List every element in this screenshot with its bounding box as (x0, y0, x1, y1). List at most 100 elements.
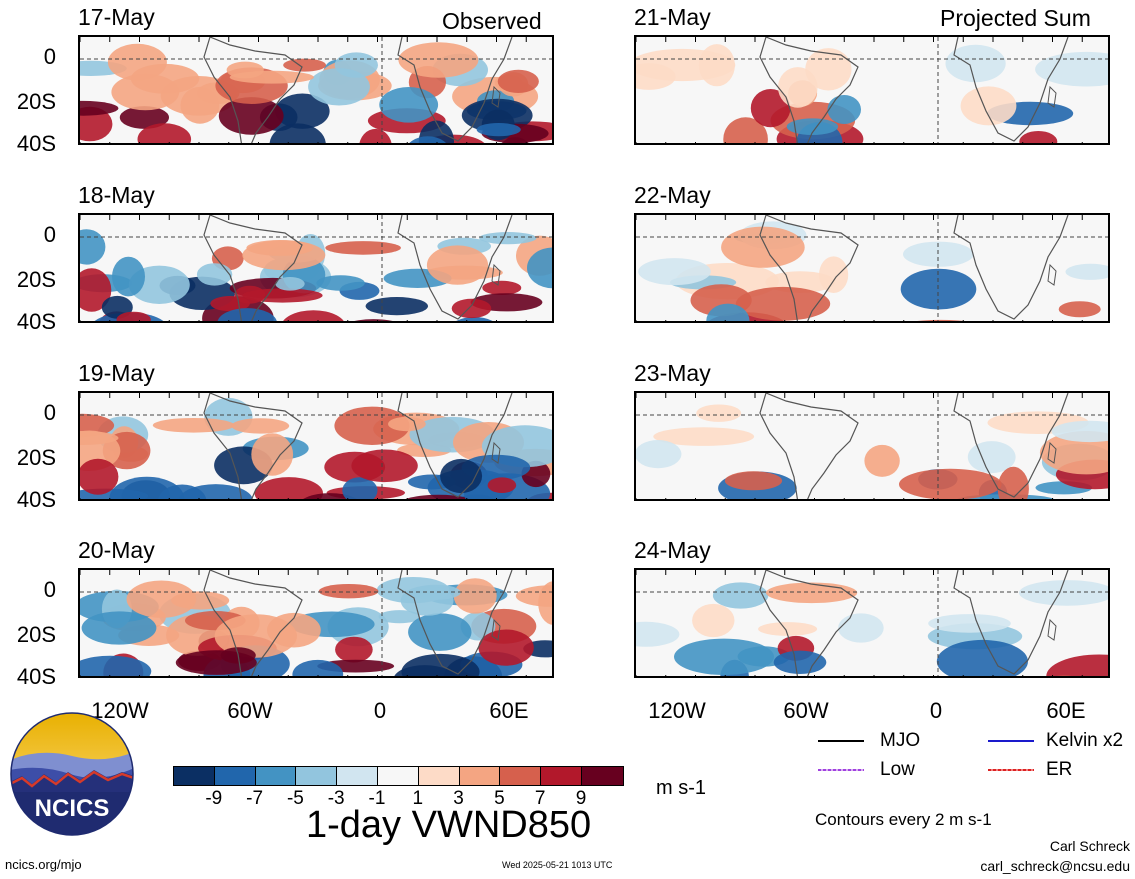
wind-anomaly-blob (251, 433, 294, 476)
madagascar-coastline (491, 618, 501, 641)
colorbar-swatch-10 (581, 767, 623, 785)
y-tick-0-row-3: 0 (43, 400, 56, 425)
wind-anomaly-blob (116, 311, 151, 321)
wind-anomaly-blob (1065, 263, 1108, 280)
wind-anomaly-blob (275, 277, 305, 291)
africa-coastline (953, 570, 1069, 675)
wind-anomaly-blob (864, 444, 900, 477)
wind-anomaly-blob (218, 97, 284, 135)
wind-anomaly-blob (111, 73, 180, 111)
wind-anomaly-blob (80, 458, 119, 495)
south-america-coastline (765, 570, 859, 676)
colorbar-swatch-5 (377, 767, 419, 785)
x-tick-0-left: 0 (373, 698, 387, 723)
wind-anomaly-blob (827, 95, 861, 124)
map-observed-3 (78, 391, 554, 501)
colorbar-tick-label: -3 (327, 788, 345, 809)
panel-date-observed-3: 19-May (78, 360, 155, 386)
wind-anomaly-blob (538, 581, 552, 625)
map-observed-2 (78, 213, 554, 323)
wind-anomaly-blob (80, 431, 119, 445)
y-tick-2-row-3: 40S (16, 487, 56, 512)
south-america-west-coastline (203, 37, 242, 143)
observed-title: Observed (442, 8, 542, 34)
colorbar-swatch-3 (296, 767, 338, 785)
wind-anomaly-blob (80, 268, 112, 312)
y-tick-2-row-4: 40S (16, 664, 56, 689)
africa-coastline (397, 393, 513, 498)
y-tick-2-row-1: 40S (16, 131, 56, 156)
colorbar-swatch-1 (214, 767, 256, 785)
map-projected-2 (634, 213, 1110, 323)
wind-anomaly-blob (81, 611, 157, 645)
wind-anomaly-blob (1046, 654, 1108, 676)
south-america-coastline (209, 570, 303, 676)
wind-anomaly-blob (335, 636, 373, 663)
wind-anomaly-blob (1019, 131, 1058, 143)
madagascar-coastline (1047, 441, 1057, 464)
wind-anomaly-blob (698, 44, 735, 87)
wind-anomaly-blob (636, 621, 680, 647)
africa-coastline (953, 37, 1069, 142)
south-america-coastline (765, 393, 859, 499)
panel-date-observed-4: 20-May (78, 537, 155, 563)
wind-anomaly-blob (479, 232, 537, 245)
colorbar (173, 766, 624, 786)
panel-date-projected-2: 22-May (634, 182, 711, 208)
wind-anomaly-blob (196, 263, 233, 286)
colorbar-tick-label: -7 (246, 788, 264, 809)
wind-anomaly-blob (1019, 580, 1108, 606)
wind-anomaly-blob (269, 123, 326, 143)
y-tick-0-row-1: 0 (43, 44, 56, 69)
south-america-coastline (209, 215, 303, 321)
wind-anomaly-blob (758, 622, 818, 636)
map-projected-4 (634, 568, 1110, 678)
wind-anomaly-blob (773, 650, 827, 674)
south-america-west-coastline (759, 393, 798, 499)
south-america-west-coastline (759, 570, 798, 676)
panel-date-projected-3: 23-May (634, 360, 711, 386)
wind-anomaly-blob (903, 241, 974, 267)
x-tick-120w-right: 120W (648, 698, 706, 723)
wind-anomaly-blob (967, 441, 1016, 474)
wind-anomaly-blob (1056, 675, 1072, 676)
colorbar-tick-label: 7 (534, 788, 546, 809)
panel-date-projected-4: 24-May (634, 537, 711, 563)
africa-coastline (397, 37, 513, 142)
wind-anomaly-blob (246, 240, 314, 256)
madagascar-coastline (1047, 618, 1057, 641)
wind-anomaly-blob (527, 247, 552, 289)
south-america-west-coastline (203, 570, 242, 676)
wind-anomaly-blob (231, 418, 290, 434)
contours-note: Contours every 2 m s-1 (815, 810, 992, 829)
author-name: Carl Schreck (1049, 838, 1130, 854)
x-tick-60e-right: 60E (1046, 698, 1086, 723)
colorbar-tick-label: 5 (494, 788, 505, 809)
wind-anomaly-blob (636, 440, 682, 469)
wind-anomaly-blob (152, 418, 235, 433)
site-url: ncics.org/mjo (5, 857, 82, 872)
south-america-coastline (765, 37, 859, 143)
figure-title: 1-day VWND850 (306, 804, 592, 846)
colorbar-units: m s-1 (656, 777, 706, 799)
wind-anomaly-blob (440, 458, 483, 494)
africa-coastline (953, 215, 1069, 320)
wind-anomaly-blob (137, 123, 192, 143)
wind-anomaly-blob (354, 319, 393, 321)
wind-anomaly-blob (175, 650, 257, 675)
y-tick-1-row-1: 20S (16, 89, 56, 114)
wind-anomaly-blob (318, 584, 379, 599)
wind-anomaly-blob (482, 280, 522, 295)
south-america-west-coastline (759, 215, 798, 321)
wind-anomaly-blob (217, 308, 277, 321)
wind-anomaly-blob (653, 427, 755, 446)
colorbar-tick-label: -1 (368, 788, 386, 809)
y-tick-0-row-2: 0 (43, 222, 56, 247)
wind-anomaly-blob (960, 86, 1017, 126)
wind-anomaly-blob (178, 484, 253, 499)
wind-anomaly-blob (283, 310, 344, 321)
wind-anomaly-blob (254, 477, 323, 499)
wind-anomaly-blob (735, 286, 831, 321)
wind-anomaly-blob (119, 106, 169, 129)
wind-anomaly-blob (409, 136, 447, 143)
